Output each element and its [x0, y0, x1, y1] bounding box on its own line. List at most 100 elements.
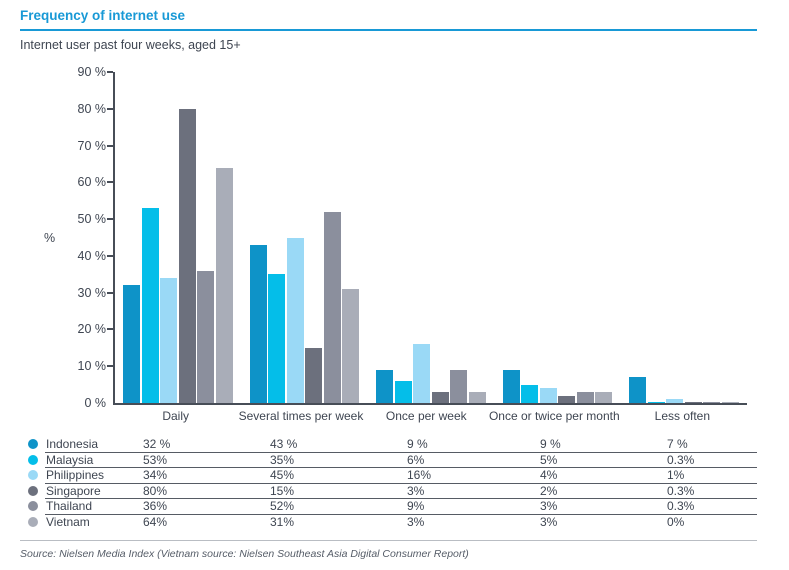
y-tick-mark — [107, 365, 113, 368]
y-tick-label: 80 % — [77, 101, 107, 116]
legend-dot-philippines — [28, 470, 38, 481]
bar-malaysia — [268, 274, 286, 403]
y-tick-mark — [107, 181, 113, 184]
bar-thailand — [197, 270, 215, 403]
category-label: Less often — [654, 409, 711, 423]
value-cell: 5% — [540, 452, 558, 467]
bar-group-several-times-per-week — [241, 72, 367, 403]
chart-subtitle: Internet user past four weeks, aged 15+ — [20, 38, 241, 52]
y-tick-label: 0 % — [84, 396, 106, 410]
bar-philippines — [539, 388, 557, 403]
value-cell: 3% — [407, 483, 425, 498]
bar-vietnam — [342, 289, 360, 403]
legend-row-philippines: Philippines 34% 45% 16% 4% 1% — [0, 468, 789, 484]
bar-singapore — [431, 391, 449, 403]
bar-chart-plot-area — [107, 71, 747, 405]
value-cell: 3% — [540, 499, 558, 514]
legend-dot-vietnam — [28, 516, 38, 527]
country-name: Vietnam — [46, 514, 90, 529]
value-cell: 35% — [270, 452, 295, 467]
y-tick-mark — [107, 328, 113, 331]
row-separator — [45, 482, 757, 484]
bar-singapore — [305, 347, 323, 403]
value-cell: 9% — [407, 499, 425, 514]
value-cell: 1% — [667, 468, 685, 483]
legend-dot-singapore — [28, 485, 38, 496]
value-cell: 9 % — [407, 437, 428, 451]
bar-philippines — [286, 237, 304, 403]
y-tick-mark — [107, 218, 113, 221]
bar-singapore — [684, 401, 702, 403]
country-name: Indonesia — [46, 437, 99, 451]
value-cell: 45% — [270, 468, 295, 483]
value-cell: 15% — [270, 483, 295, 498]
bar-thailand — [703, 401, 721, 403]
country-name: Philippines — [46, 468, 105, 483]
value-cell: 7 % — [667, 437, 688, 451]
value-cell: 3% — [540, 514, 558, 529]
value-cell: 43 % — [270, 437, 298, 451]
legend-dot-malaysia — [28, 454, 38, 465]
value-cell: 0% — [667, 514, 685, 529]
bar-thailand — [576, 391, 594, 403]
y-tick-mark — [107, 291, 113, 294]
y-tick-label: 50 % — [77, 212, 107, 227]
row-separator — [45, 498, 757, 500]
legend-dot-indonesia — [28, 439, 38, 449]
y-tick-label: 40 % — [77, 248, 107, 263]
row-separator — [45, 513, 757, 515]
value-cell: 0.3% — [667, 499, 695, 514]
bar-singapore — [178, 108, 196, 403]
y-tick-label: 70 % — [77, 138, 107, 153]
row-separator — [45, 451, 757, 453]
value-cell: 3% — [407, 514, 425, 529]
value-cell: 6% — [407, 452, 425, 467]
country-name: Malaysia — [46, 452, 94, 467]
category-label: Once per week — [385, 409, 467, 423]
bar-group-less-often — [621, 72, 747, 403]
bar-singapore — [558, 395, 576, 403]
legend-row-indonesia: Indonesia 32 % 43 % 9 % 9 % 7 % — [0, 437, 789, 453]
y-tick-mark — [107, 71, 113, 73]
value-cell: 52% — [270, 499, 295, 514]
y-tick-label: 90 % — [77, 65, 107, 79]
footer-divider — [20, 540, 757, 541]
value-cell: 0.3% — [667, 483, 695, 498]
bar-philippines — [413, 344, 431, 403]
value-cell: 64% — [143, 514, 168, 529]
y-tick-label: 30 % — [77, 285, 107, 300]
bar-malaysia — [647, 401, 665, 403]
bar-group-daily — [115, 72, 241, 403]
value-cell: 9 % — [540, 437, 561, 451]
value-cell: 0.3% — [667, 452, 695, 467]
y-tick-mark — [107, 107, 113, 110]
bar-indonesia — [502, 369, 520, 403]
y-tick-mark — [107, 254, 113, 257]
bar-philippines — [160, 277, 178, 403]
bar-indonesia — [376, 369, 394, 403]
y-tick-label: 20 % — [77, 322, 107, 337]
source-note: Source: Nielsen Media Index (Vietnam sou… — [20, 548, 469, 560]
bar-thailand — [450, 369, 468, 403]
category-label: Several times per week — [238, 409, 364, 423]
value-cell: 2% — [540, 483, 558, 498]
bar-vietnam — [595, 391, 613, 403]
category-label: Daily — [162, 409, 189, 423]
category-label: Once or twice per month — [488, 409, 620, 423]
bar-indonesia — [249, 244, 267, 403]
page-title: Frequency of internet use — [20, 8, 757, 31]
bar-thailand — [323, 211, 341, 403]
x-axis-category-labels: Daily Several times per week Once per week… — [113, 409, 745, 423]
value-cell: 16% — [407, 468, 432, 483]
bar-malaysia — [394, 380, 412, 403]
value-cell: 36% — [143, 499, 168, 514]
bar-vietnam — [721, 402, 739, 403]
y-tick-mark — [107, 144, 113, 147]
value-cell: 32 % — [143, 437, 171, 451]
legend-row-singapore: Singapore 80% 15% 3% 2% 0.3% — [0, 484, 789, 500]
value-cell: 53% — [143, 452, 168, 467]
value-cell: 31% — [270, 514, 295, 529]
country-name: Singapore — [46, 483, 101, 498]
legend-table: Indonesia 32 % 43 % 9 % 9 % 7 % Malaysia 53% 35%… — [0, 437, 789, 531]
bar-indonesia — [123, 285, 141, 403]
